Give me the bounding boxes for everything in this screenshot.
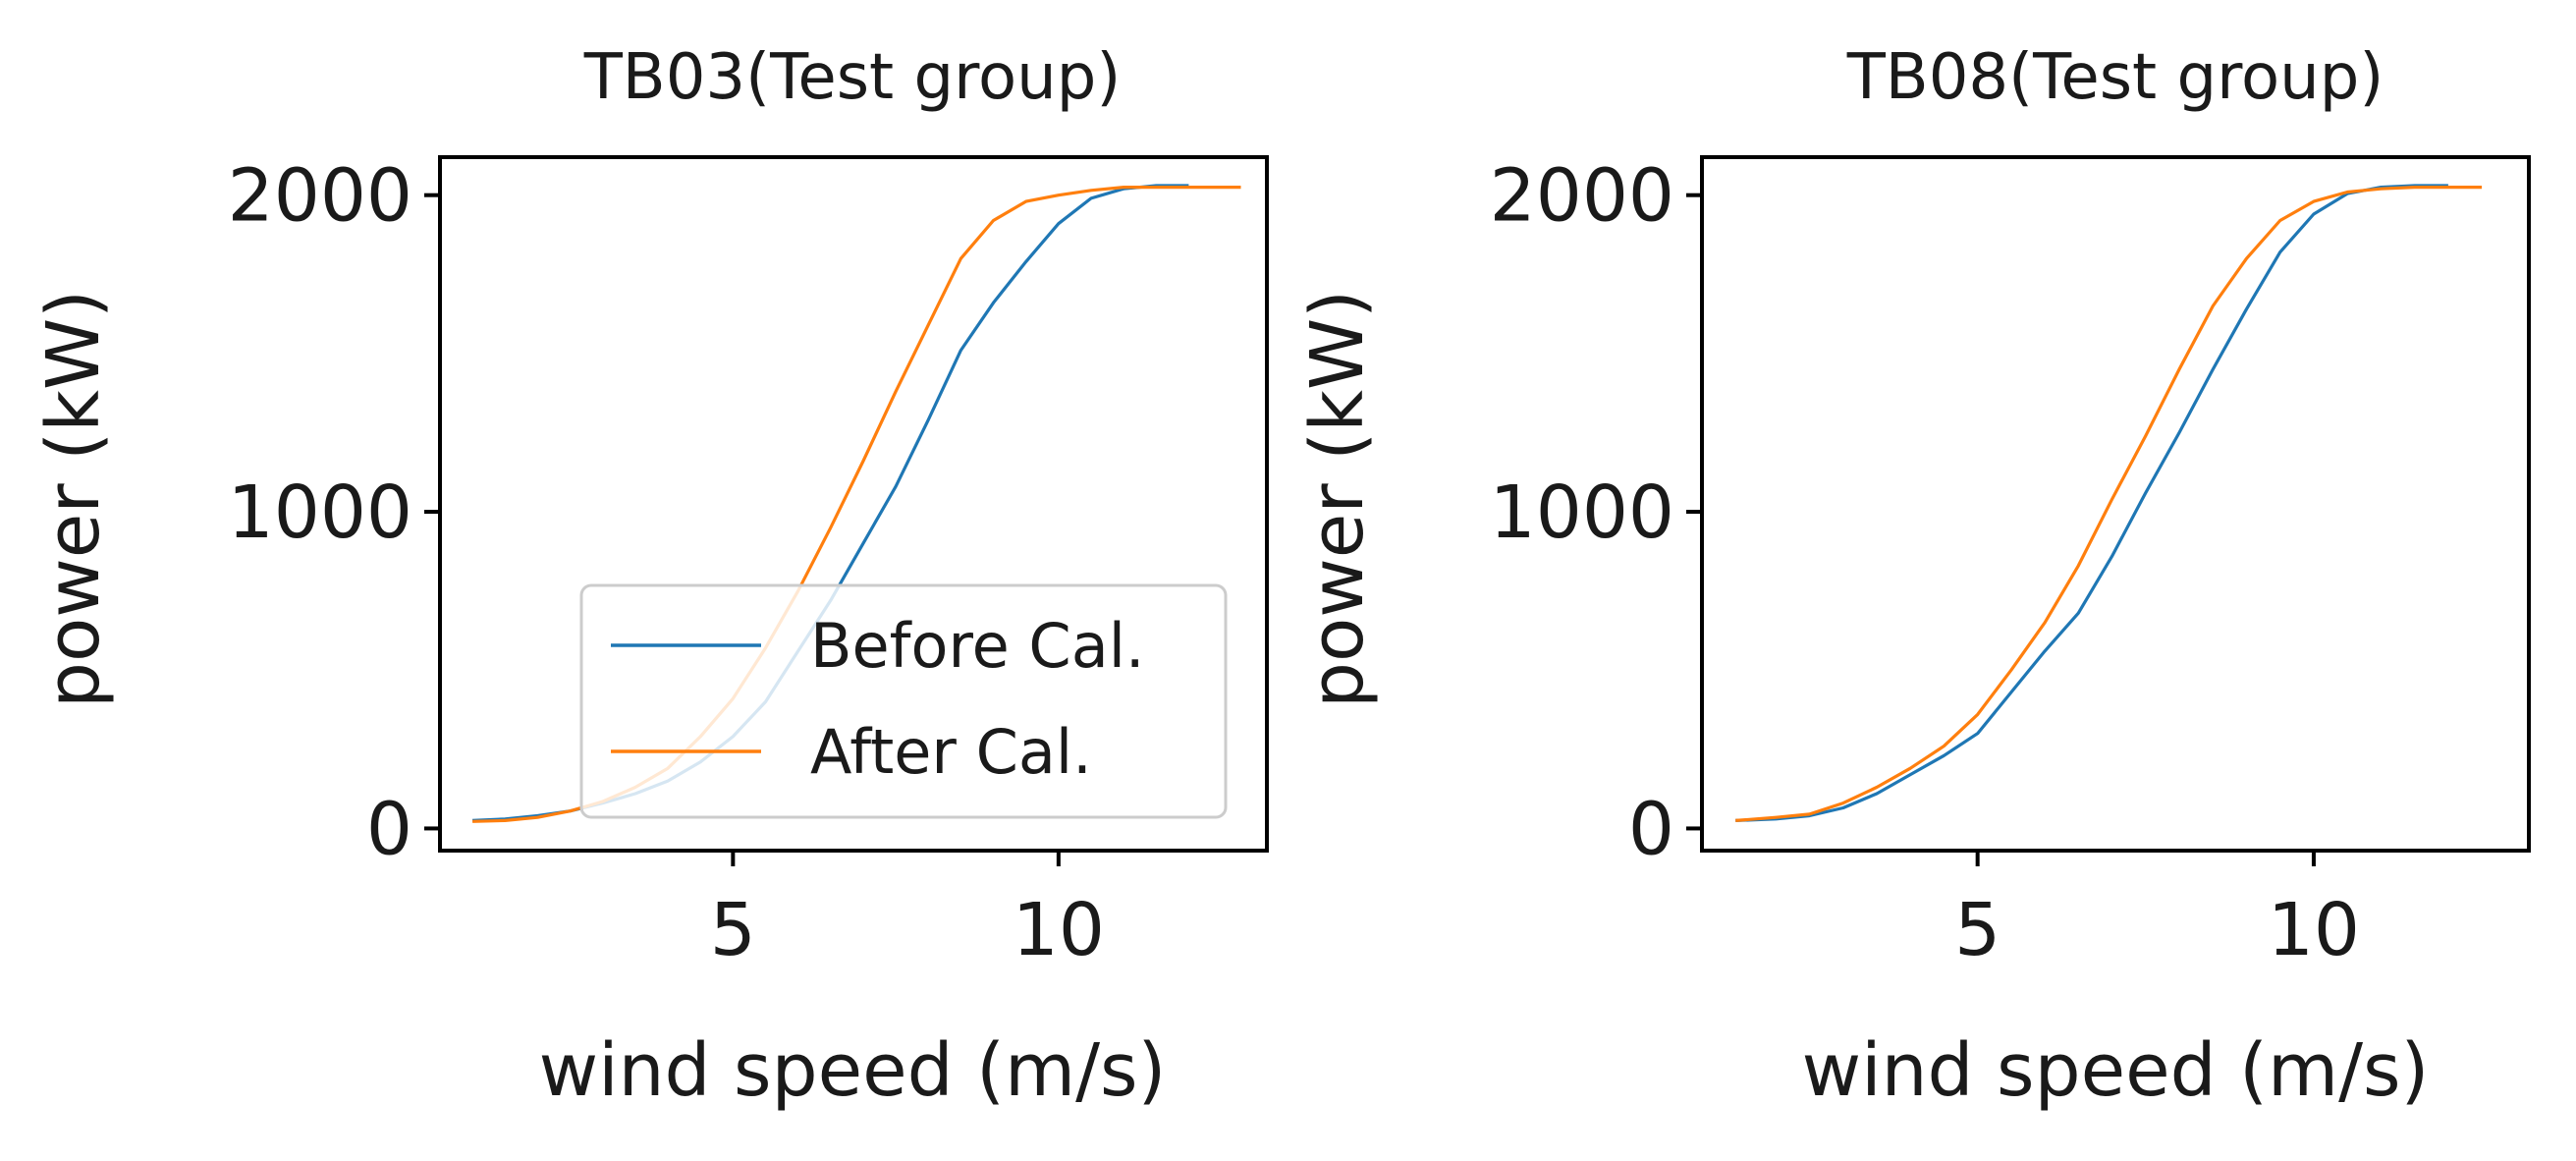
legend-label: After Cal. bbox=[810, 716, 1092, 788]
legend-label: Before Cal. bbox=[810, 610, 1145, 682]
axes-frame bbox=[1700, 155, 2531, 853]
x-axis-label: wind speed (m/s) bbox=[539, 1028, 1167, 1113]
x-tick-label: 10 bbox=[1013, 888, 1105, 972]
series-after-line bbox=[1735, 186, 2483, 822]
panel-left: TB03(Test group) power (kW) wind speed (… bbox=[31, 41, 1269, 1113]
x-axis-label: wind speed (m/s) bbox=[1802, 1028, 2430, 1113]
y-tick-label: 1000 bbox=[1490, 470, 1674, 555]
x-tick-label: 5 bbox=[710, 888, 756, 972]
plot-area: 0 1000 2000 5 10 bbox=[1490, 154, 2531, 972]
y-axis-label: power (kW) bbox=[1295, 290, 1380, 708]
y-tick-label: 2000 bbox=[228, 154, 412, 239]
y-tick-label: 1000 bbox=[228, 470, 412, 555]
x-tick-label: 10 bbox=[2268, 888, 2360, 972]
plot-area: 0 1000 2000 5 10 Before Cal. After Cal. bbox=[228, 154, 1269, 972]
axes-frame bbox=[438, 155, 1269, 853]
legend-box bbox=[579, 583, 1228, 819]
y-tick-label: 2000 bbox=[1490, 154, 1674, 239]
y-tick-label: 0 bbox=[1628, 787, 1674, 871]
y-tick-label: 0 bbox=[366, 787, 412, 871]
panel-right: TB08(Test group) power (kW) wind speed (… bbox=[1295, 41, 2531, 1113]
y-axis-label: power (kW) bbox=[31, 290, 116, 708]
x-tick-label: 5 bbox=[1954, 888, 2001, 972]
panel-title: TB03(Test group) bbox=[583, 41, 1122, 114]
series-before-line bbox=[1735, 184, 2448, 822]
legend: Before Cal. After Cal. bbox=[579, 583, 1228, 819]
panel-title: TB08(Test group) bbox=[1846, 41, 2384, 114]
